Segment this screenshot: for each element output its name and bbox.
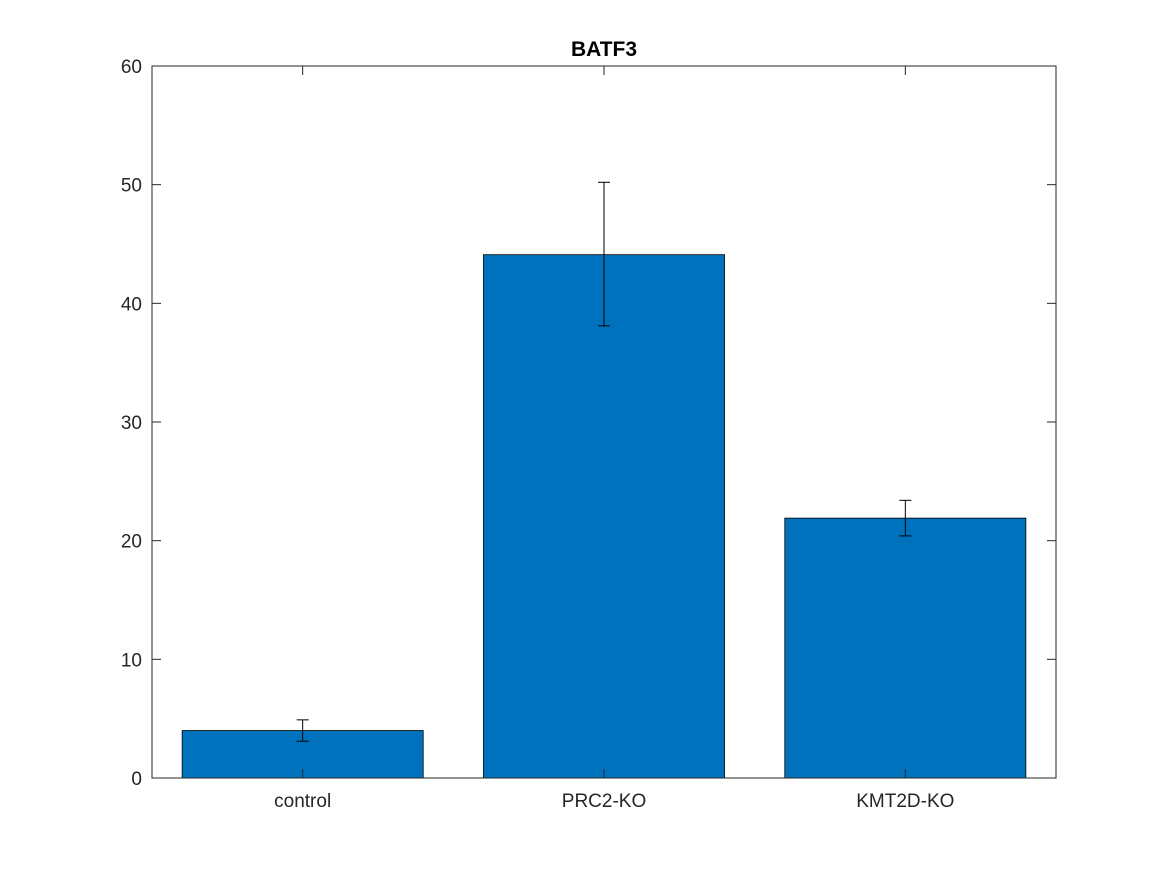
bars-group bbox=[181, 254, 1027, 779]
y-tick-label: 10 bbox=[121, 650, 142, 671]
y-tick-label: 30 bbox=[121, 413, 142, 434]
bar-kmt2d-ko bbox=[784, 517, 1027, 779]
y-tick-labels: 0 10 20 30 40 50 60 bbox=[121, 57, 142, 790]
y-tick-label: 0 bbox=[131, 769, 142, 790]
y-tick-label: 50 bbox=[121, 176, 142, 197]
y-tick-label: 60 bbox=[121, 57, 142, 78]
x-tick-label-kmt2d-ko: KMT2D-KO bbox=[856, 791, 954, 812]
x-tick-label-prc2-ko: PRC2-KO bbox=[562, 791, 646, 812]
x-tick-labels: control PRC2-KO KMT2D-KO bbox=[274, 791, 954, 812]
y-tick-label: 20 bbox=[121, 532, 142, 553]
error-bar-prc2-ko bbox=[598, 181, 610, 327]
error-bar-control bbox=[296, 719, 309, 742]
error-bar-kmt2d-ko bbox=[899, 499, 912, 537]
x-tick-label-control: control bbox=[274, 791, 331, 812]
chart-title: BATF3 bbox=[571, 38, 637, 61]
error-bars-group bbox=[296, 181, 912, 742]
axis-ticks-group bbox=[152, 65, 1056, 779]
y-tick-label: 40 bbox=[121, 294, 142, 315]
bar-prc2-ko bbox=[483, 254, 725, 779]
